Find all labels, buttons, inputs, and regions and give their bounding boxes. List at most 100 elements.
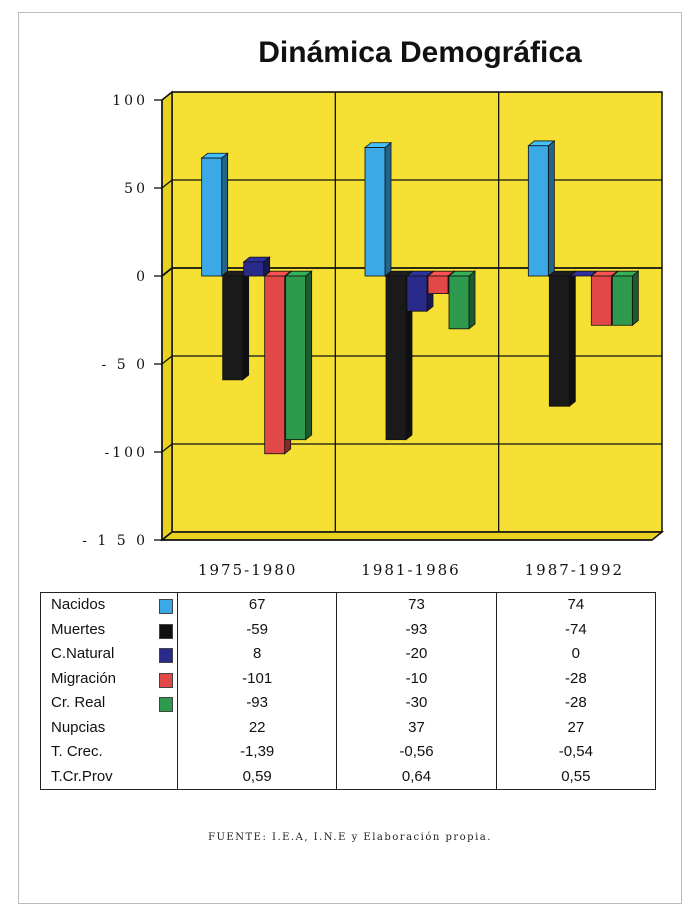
row-label-text: T.Cr.Prov xyxy=(51,767,113,785)
row-label: Muertes xyxy=(41,618,178,643)
row-label: Migración xyxy=(41,667,178,692)
table-cell: 0,64 xyxy=(336,764,497,790)
source-note: FUENTE: I.E.A, I.N.E y Elaboración propi… xyxy=(208,832,492,843)
bar-cr-real-2 xyxy=(611,270,640,327)
table-cell: -101 xyxy=(176,666,337,691)
bar-nacidos-0 xyxy=(200,152,229,277)
table-row: T.Cr.Prov 0,59 0,64 0,55 xyxy=(41,764,656,790)
table-cell: 37 xyxy=(336,715,497,740)
bar-front xyxy=(264,275,286,455)
table-cell: 0,55 xyxy=(495,764,656,790)
bar-side xyxy=(221,152,229,277)
x-tick-label: 1987-1992 xyxy=(525,561,624,579)
legend-swatch xyxy=(159,697,173,712)
axes xyxy=(154,99,652,541)
table-row: T. Crec. -1,39 -0,56 -0,54 xyxy=(41,740,656,765)
row-label: T.Cr.Prov xyxy=(41,765,178,790)
bar-front xyxy=(590,275,612,326)
bar-front xyxy=(385,275,407,441)
table-row: Nacidos 67 73 74 xyxy=(41,592,656,618)
legend-swatch xyxy=(159,623,173,639)
bar-side xyxy=(568,270,576,408)
table-cell: 22 xyxy=(176,715,337,740)
legend-swatch xyxy=(159,599,173,614)
data-table: Nacidos 67 73 74 Muertes -59 -93 -74 C.Natural 8-… xyxy=(40,592,656,790)
bar-muertes-2 xyxy=(548,270,577,408)
table-cell: -28 xyxy=(495,666,656,691)
table-cell: 0 xyxy=(495,642,656,667)
row-label: C.Natural xyxy=(41,642,178,667)
table-cell: -93 xyxy=(336,617,497,642)
table-row: Muertes -59 -93 -74 xyxy=(41,617,656,643)
row-label: Cr. Real xyxy=(41,691,178,716)
plot-floor xyxy=(159,531,665,541)
row-label-text: Muertes xyxy=(51,620,106,638)
table-cell: 67 xyxy=(176,592,337,618)
table-row: Migración -101 -10 -28 xyxy=(41,666,656,692)
table-cell: -1,39 xyxy=(176,740,337,765)
row-label: T. Crec. xyxy=(41,740,178,765)
bar-side xyxy=(547,140,555,277)
table-cell: -28 xyxy=(495,691,656,716)
table-cell: -10 xyxy=(336,666,497,691)
bar-cr-real-1 xyxy=(447,270,477,330)
bar-cr-real-0 xyxy=(284,270,313,441)
bar-nacidos-1 xyxy=(363,141,393,277)
table-cell: -0,54 xyxy=(495,740,656,765)
y-tick-label: -100 xyxy=(105,445,148,461)
table-cell: -20 xyxy=(336,642,497,667)
bar-side xyxy=(384,141,392,277)
bar-c-natural-2 xyxy=(569,270,598,277)
legend-swatch xyxy=(159,648,173,663)
x-axis-labels: 1975-1980 1981-1986 1987-1992 xyxy=(198,561,624,579)
row-label-text: Cr. Real xyxy=(51,694,106,712)
table-row: Nupcias 22 37 27 xyxy=(41,715,656,740)
bar-side xyxy=(468,270,476,330)
bar-side xyxy=(631,270,639,327)
table-cell: -74 xyxy=(495,617,656,642)
bar-front xyxy=(611,275,633,326)
bar-front xyxy=(527,145,549,277)
bar-muertes-1 xyxy=(384,270,414,441)
row-label-text: C.Natural xyxy=(51,645,115,663)
table-cell: 8 xyxy=(176,642,337,667)
bar-side xyxy=(305,270,313,441)
bar-top xyxy=(569,270,598,277)
y-tick-label: 0 xyxy=(136,269,148,285)
y-tick-label: - 5 0 xyxy=(102,357,148,373)
y-tick-label: 100 xyxy=(112,93,148,109)
gridlines xyxy=(161,91,662,541)
table-row: C.Natural 8 -20 0 xyxy=(41,642,656,667)
table-cell: 74 xyxy=(495,592,656,618)
bar-front xyxy=(548,275,570,407)
table-cell: 73 xyxy=(336,592,497,618)
chart-title: Dinámica Demográfica xyxy=(258,36,582,69)
table-cell: -30 xyxy=(336,691,497,716)
bar-side xyxy=(242,270,250,381)
bar-front xyxy=(448,275,470,330)
row-label-text: Migración xyxy=(51,669,117,687)
row-label-text: T. Crec. xyxy=(51,743,103,761)
table-cell: 27 xyxy=(495,715,656,740)
table-cell: -59 xyxy=(176,617,337,642)
table-row: Cr. Real -93 -30 -28 xyxy=(41,691,656,716)
table-cell: -0,56 xyxy=(336,740,497,765)
y-tick-label: - 1 5 0 xyxy=(82,533,148,549)
plot-side-wall xyxy=(161,90,173,542)
y-axis-labels: 100 50 0 - 5 0 -100 - 1 5 0 xyxy=(82,93,148,549)
row-label: Nacidos xyxy=(41,593,178,618)
bar-c-natural-0 xyxy=(242,256,271,277)
bar-front xyxy=(243,261,265,277)
bar-chart: 100 50 0 - 5 0 -100 - 1 5 0 1975-1980 1981-198… xyxy=(82,90,665,579)
legend-swatch xyxy=(159,672,173,688)
bar-front xyxy=(364,147,386,277)
bar-front xyxy=(427,275,449,295)
table-cell: 0,59 xyxy=(176,764,337,790)
page-frame xyxy=(18,12,682,904)
x-tick-label: 1981-1986 xyxy=(361,561,460,579)
bar-front xyxy=(222,275,244,381)
row-label-text: Nacidos xyxy=(51,596,106,614)
x-tick-label: 1975-1980 xyxy=(198,561,297,579)
bar-front xyxy=(406,275,428,312)
bar-nacidos-2 xyxy=(527,140,556,277)
